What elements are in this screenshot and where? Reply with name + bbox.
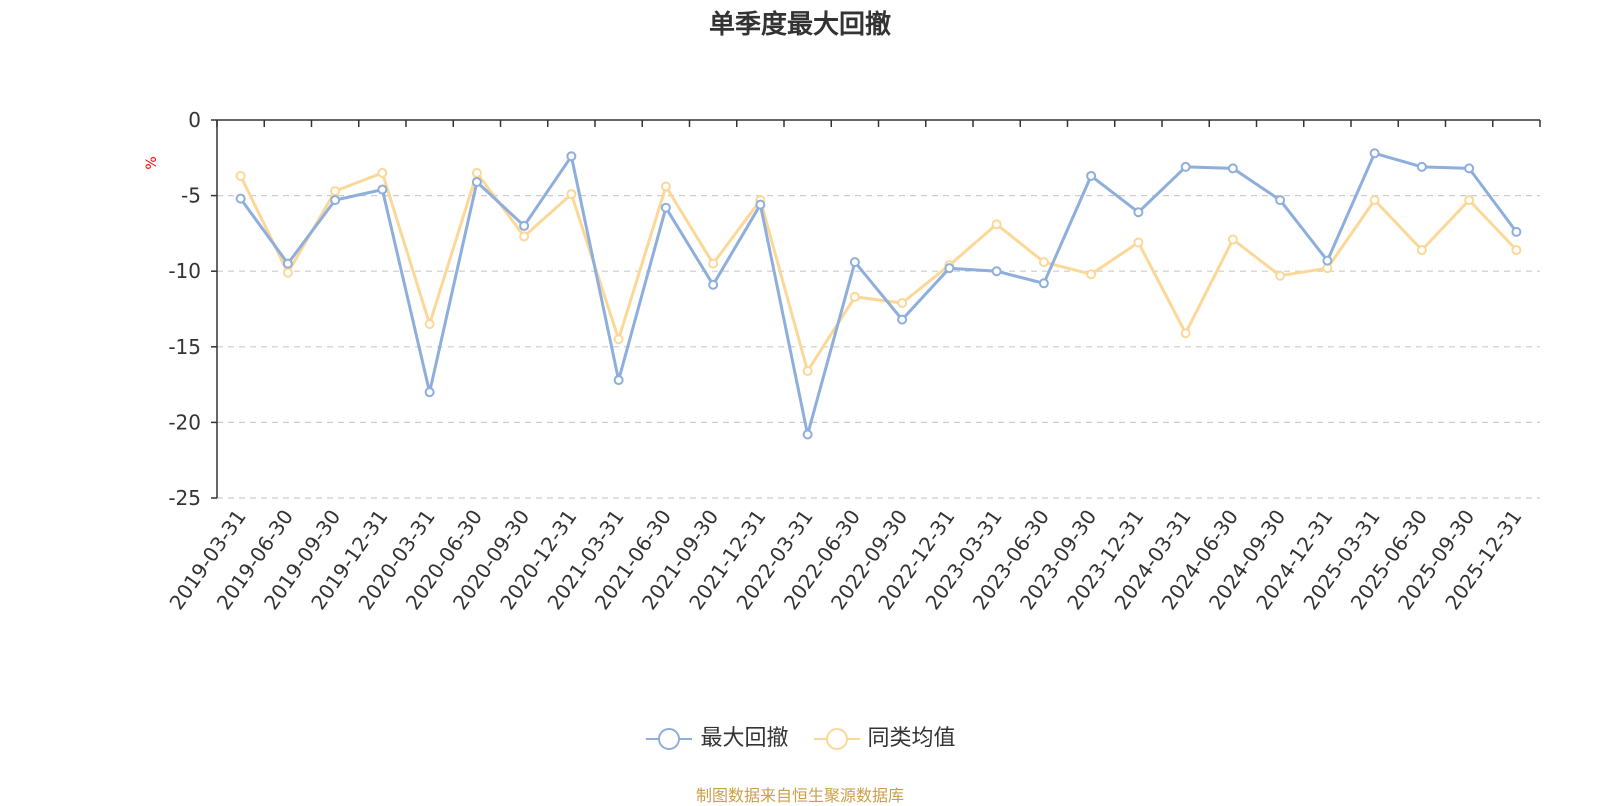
data-point [660,202,671,213]
data-point [471,167,482,178]
data-point [1416,245,1427,256]
legend-label-max-drawdown: 最大回撤 [700,726,789,751]
data-point [613,334,624,345]
line-chart: 0-5-10-15-20-25%2019-03-312019-06-302019… [144,108,1541,614]
data-point [566,189,577,200]
data-point [1038,257,1049,268]
data-point [708,279,719,290]
data-point [1416,161,1427,172]
data-point [802,365,813,376]
data-point [849,291,860,302]
data-point [991,266,1002,277]
y-tick-label: 0 [188,108,201,132]
data-source-note: 制图数据来自恒生聚源数据库 [695,786,904,805]
data-point [235,193,246,204]
data-point [235,170,246,181]
data-point [1227,163,1238,174]
legend-marker-peer-average [813,728,860,750]
data-point [377,184,388,195]
data-point [1133,207,1144,218]
data-point [471,176,482,187]
data-point [1086,170,1097,181]
y-tick-label: -15 [168,335,201,359]
data-point [1369,148,1380,159]
data-point [944,263,955,274]
series-line-0 [239,151,1518,436]
data-point [991,219,1002,230]
legend-label-peer-average: 同类均值 [867,726,956,751]
y-tick-label: -20 [168,410,201,434]
series-line-1 [239,171,1518,373]
data-point [1227,234,1238,245]
data-point [802,429,813,440]
data-point [424,319,435,330]
data-point [1369,195,1380,206]
data-point [282,267,293,278]
data-point [1511,245,1522,256]
data-point [519,231,530,242]
data-point [424,387,435,398]
data-point [377,167,388,178]
y-tick-label: -5 [181,184,201,208]
data-point [755,199,766,210]
data-point [1180,328,1191,339]
data-point [566,151,577,162]
y-tick-label: -25 [168,486,201,510]
data-point [1464,195,1475,206]
data-point [330,195,341,206]
data-point [1511,226,1522,237]
chart-title: 单季度最大回撤 [708,10,891,40]
data-point [897,314,908,325]
data-point [519,220,530,231]
data-point [282,258,293,269]
data-point [1275,270,1286,281]
data-point [897,297,908,308]
data-point [1180,161,1191,172]
data-point [708,258,719,269]
legend-item-max-drawdown[interactable]: 最大回撤 [644,720,789,752]
data-point [1275,195,1286,206]
y-tick-label: -10 [168,259,201,283]
data-point [849,257,860,268]
legend-item-peer-average[interactable]: 同类均值 [812,720,956,752]
legend-marker-max-drawdown [646,728,693,750]
data-point [1038,278,1049,289]
data-point [613,375,624,386]
data-point [1133,237,1144,248]
data-point [1322,255,1333,266]
legend: 最大回撤 同类均值 [0,720,1600,752]
data-point [660,181,671,192]
data-point [330,186,341,197]
data-point [1086,269,1097,280]
data-point [1464,163,1475,174]
y-axis-unit: % [144,156,160,169]
